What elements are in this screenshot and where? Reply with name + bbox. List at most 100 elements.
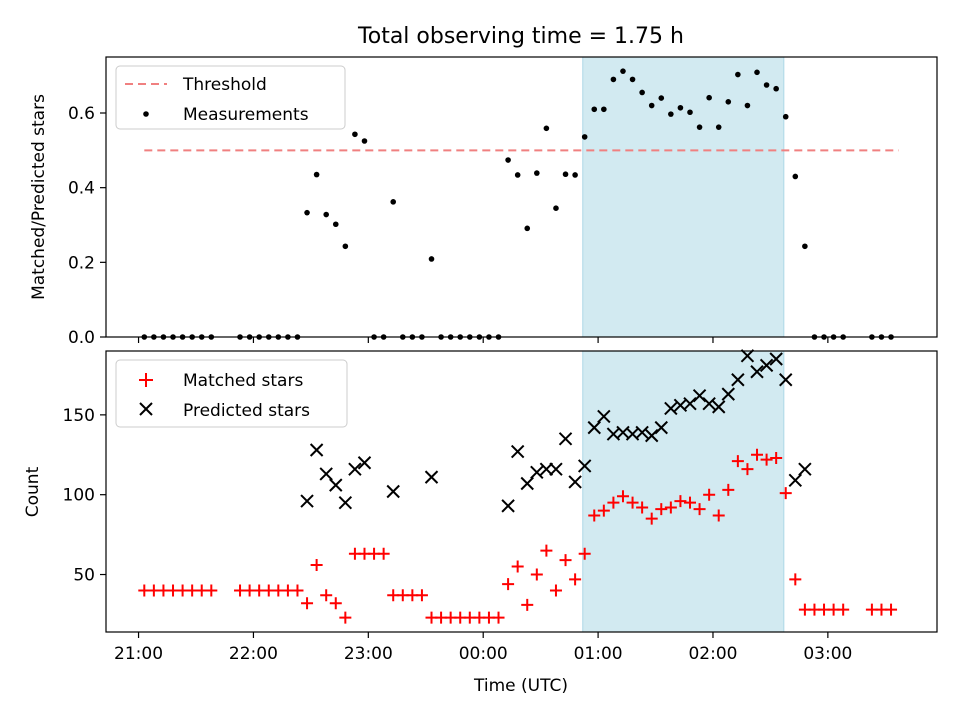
legend-matched-swatch	[139, 373, 153, 387]
measurement-point	[553, 205, 559, 211]
predicted-star-point	[721, 387, 736, 401]
measurement-point	[687, 109, 693, 116]
legend-measurements-label: Measurements	[183, 105, 309, 125]
bottom-legend-box	[115, 359, 348, 428]
predicted-star-point	[798, 462, 812, 476]
predicted-star-point	[750, 365, 764, 379]
y-tick-label: 0.0	[68, 328, 95, 348]
measurement-point	[773, 85, 779, 92]
measurement-point	[543, 125, 550, 132]
measurement-point	[725, 99, 732, 105]
measurement-point	[352, 131, 358, 138]
legend-predicted-label: Predicted stars	[183, 401, 310, 421]
predicted-star-point	[692, 388, 707, 403]
predicted-star-point	[759, 358, 774, 373]
measurement-point	[361, 138, 368, 144]
measurement-point	[332, 221, 339, 228]
matched-star-point	[885, 603, 898, 616]
matched-star-point	[626, 496, 639, 509]
top-panel: 0.0 0.2 0.4 0.6 Matched/Predicted stars Thr…	[29, 56, 938, 348]
matched-star-point	[770, 451, 783, 464]
predicted-star-point	[348, 462, 362, 476]
measurement-point	[342, 243, 349, 250]
matched-star-point	[607, 496, 620, 509]
matched-star-point	[492, 611, 505, 624]
x-tick-label: 23:00	[344, 644, 393, 664]
matched-star-point	[837, 603, 850, 616]
measurement-point	[620, 68, 626, 74]
matched-star-point	[655, 503, 668, 516]
measurement-point	[610, 76, 617, 83]
legend-threshold-label: Threshold	[182, 75, 267, 95]
matched-star-point	[578, 547, 591, 560]
y-tick-label: 150	[63, 406, 95, 426]
predicted-star-point	[587, 420, 601, 435]
measurement-point	[428, 256, 435, 262]
measurement-point	[591, 106, 598, 113]
observing-window-shade	[582, 56, 785, 338]
x-tick-label: 02:00	[688, 644, 737, 664]
measurement-point	[782, 113, 789, 120]
predicted-star-point	[539, 462, 554, 476]
measurement-point	[313, 171, 320, 178]
predicted-star-point	[329, 478, 343, 492]
top-axis-ticks: 0.0 0.2 0.4 0.6	[68, 104, 829, 348]
predicted-star-point	[386, 484, 400, 499]
measurement-point	[601, 106, 607, 113]
predicted-star-point	[577, 459, 592, 473]
matched-star-point	[674, 495, 687, 508]
matched-star-point	[731, 455, 744, 468]
matched-star-point	[789, 573, 802, 586]
x-tick-label: 00:00	[459, 644, 508, 664]
matched-star-point	[569, 573, 582, 586]
matched-star-point	[549, 584, 562, 597]
matched-star-point	[511, 560, 524, 573]
predicted-star-point	[779, 373, 793, 387]
predicted-star-point	[568, 475, 582, 489]
measurement-point	[629, 76, 636, 83]
matched-star-point	[540, 544, 553, 557]
matched-star-point	[559, 554, 572, 567]
measurement-point	[677, 104, 684, 111]
matched-star-point	[415, 589, 428, 602]
measurement-point	[696, 124, 703, 130]
matched-star-point	[779, 487, 792, 500]
matched-star-point	[741, 463, 754, 476]
matched-star-point	[616, 490, 629, 503]
measurement-point	[715, 124, 722, 130]
bottom-panel: 21:00 22:00 23:00 00:00 01:00 02:00 03:00 50 100…	[23, 349, 938, 696]
predicted-star-point	[654, 420, 668, 435]
y-tick-label: 100	[63, 486, 95, 506]
predicted-star-point	[549, 462, 563, 476]
predicted-star-point	[501, 499, 515, 513]
predicted-star-point	[769, 352, 783, 366]
matched-star-point	[760, 453, 773, 466]
matched-star-point	[310, 558, 323, 571]
measurement-point	[390, 199, 397, 205]
predicted-star-point	[702, 396, 716, 411]
x-tick-label: 01:00	[574, 644, 623, 664]
y-tick-label: 0.6	[68, 104, 95, 124]
predicted-star-point	[510, 444, 525, 459]
legend-measurements-swatch	[143, 111, 149, 117]
legend-matched-label: Matched stars	[183, 371, 303, 391]
matched-star-point	[377, 547, 390, 560]
measurement-point	[639, 89, 645, 96]
predicted-star-point	[300, 494, 314, 508]
matched-star-point	[329, 597, 342, 610]
matched-star-point	[502, 578, 515, 591]
predicted-star-point	[520, 476, 534, 491]
matched-star-point	[205, 584, 218, 597]
measurement-point	[534, 170, 540, 176]
bottom-y-axis-label: Count	[23, 466, 43, 517]
matched-star-point	[597, 504, 610, 517]
matched-star-point	[693, 503, 706, 516]
x-tick-label: 22:00	[229, 644, 278, 664]
matched-star-point	[636, 501, 649, 514]
predicted-star-point	[319, 467, 333, 481]
y-tick-label: 0.2	[68, 253, 95, 273]
predicted-star-point	[424, 470, 439, 484]
bottom-legend: Matched stars Predicted stars	[115, 359, 348, 428]
y-tick-label: 0.4	[68, 179, 95, 199]
